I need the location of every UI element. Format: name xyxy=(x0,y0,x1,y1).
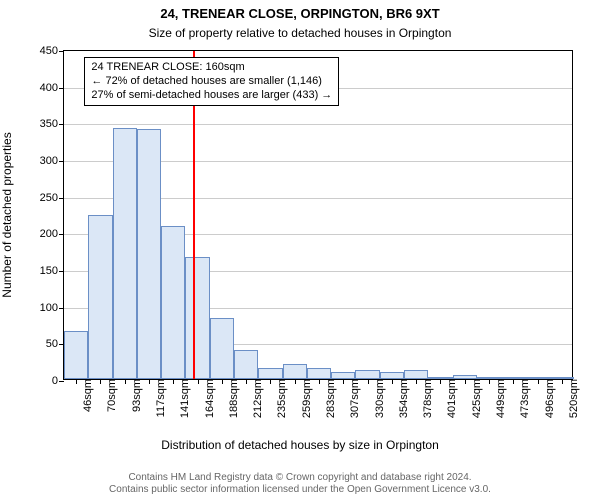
y-tick-label: 250 xyxy=(40,192,64,204)
x-tick xyxy=(343,379,344,384)
x-tick xyxy=(513,379,514,384)
x-tick xyxy=(76,379,77,384)
chart-subtitle: Size of property relative to detached ho… xyxy=(0,26,600,40)
y-tick-label: 0 xyxy=(52,375,64,387)
x-tick xyxy=(198,379,199,384)
x-tick-label: 188sqm xyxy=(226,379,240,418)
x-tick-label: 164sqm xyxy=(202,379,216,418)
x-tick-label: 307sqm xyxy=(347,379,361,418)
x-tick-label: 496sqm xyxy=(542,379,556,418)
annotation-line: ← 72% of detached houses are smaller (1,… xyxy=(91,75,332,89)
x-tick-label: 378sqm xyxy=(420,379,434,418)
footer-line: Contains HM Land Registry data © Crown c… xyxy=(0,472,600,484)
x-tick-label: 354sqm xyxy=(396,379,410,418)
bar xyxy=(307,368,331,379)
bar xyxy=(64,331,88,379)
bar xyxy=(331,372,355,379)
gridline xyxy=(64,124,572,125)
chart-title: 24, TRENEAR CLOSE, ORPINGTON, BR6 9XT xyxy=(0,6,600,21)
y-tick-label: 200 xyxy=(40,228,64,240)
bar xyxy=(185,257,209,379)
bar xyxy=(137,129,161,379)
footer-line: Contains public sector information licen… xyxy=(0,484,600,496)
x-tick-label: 449sqm xyxy=(493,379,507,418)
bar xyxy=(258,368,282,379)
x-tick xyxy=(440,379,441,384)
y-axis-label: Number of detached properties xyxy=(0,132,14,297)
bar xyxy=(210,318,234,379)
x-tick xyxy=(295,379,296,384)
y-tick-label: 300 xyxy=(40,155,64,167)
x-tick xyxy=(465,379,466,384)
x-tick xyxy=(489,379,490,384)
plot-area: 05010015020025030035040045046sqm70sqm93s… xyxy=(63,50,573,380)
y-tick-label: 150 xyxy=(40,265,64,277)
x-tick-label: 401sqm xyxy=(444,379,458,418)
x-tick xyxy=(368,379,369,384)
bar xyxy=(113,128,137,379)
y-tick-label: 350 xyxy=(40,118,64,130)
x-tick-label: 283sqm xyxy=(323,379,337,418)
y-tick-label: 50 xyxy=(46,338,64,350)
y-tick-label: 450 xyxy=(40,45,64,57)
x-tick xyxy=(538,379,539,384)
bar xyxy=(88,215,112,379)
x-tick-label: 473sqm xyxy=(517,379,531,418)
x-tick xyxy=(416,379,417,384)
bar xyxy=(380,372,404,379)
x-tick xyxy=(173,379,174,384)
y-tick-label: 100 xyxy=(40,302,64,314)
x-tick-label: 259sqm xyxy=(299,379,313,418)
x-tick-label: 93sqm xyxy=(129,379,143,412)
x-tick xyxy=(222,379,223,384)
bar xyxy=(161,226,185,379)
x-tick xyxy=(319,379,320,384)
bar xyxy=(355,370,379,379)
bar xyxy=(234,350,258,379)
x-tick xyxy=(149,379,150,384)
bar xyxy=(283,364,307,379)
x-tick xyxy=(562,379,563,384)
y-tick-label: 400 xyxy=(40,82,64,94)
x-tick-label: 520sqm xyxy=(566,379,580,418)
x-tick xyxy=(246,379,247,384)
x-tick-label: 46sqm xyxy=(80,379,94,412)
x-axis-label: Distribution of detached houses by size … xyxy=(0,438,600,452)
x-tick-label: 425sqm xyxy=(469,379,483,418)
annotation-line: 24 TRENEAR CLOSE: 160sqm xyxy=(91,61,332,75)
x-tick xyxy=(100,379,101,384)
x-tick-label: 70sqm xyxy=(104,379,118,412)
x-tick-label: 212sqm xyxy=(250,379,264,418)
x-tick xyxy=(125,379,126,384)
x-tick-label: 235sqm xyxy=(274,379,288,418)
annotation-box: 24 TRENEAR CLOSE: 160sqm← 72% of detache… xyxy=(84,57,339,106)
annotation-line: 27% of semi-detached houses are larger (… xyxy=(91,89,332,103)
x-tick-label: 330sqm xyxy=(372,379,386,418)
footer-attribution: Contains HM Land Registry data © Crown c… xyxy=(0,472,600,496)
x-tick xyxy=(392,379,393,384)
bar xyxy=(404,370,428,379)
x-tick xyxy=(270,379,271,384)
x-tick-label: 141sqm xyxy=(177,379,191,418)
x-tick-label: 117sqm xyxy=(153,379,167,417)
